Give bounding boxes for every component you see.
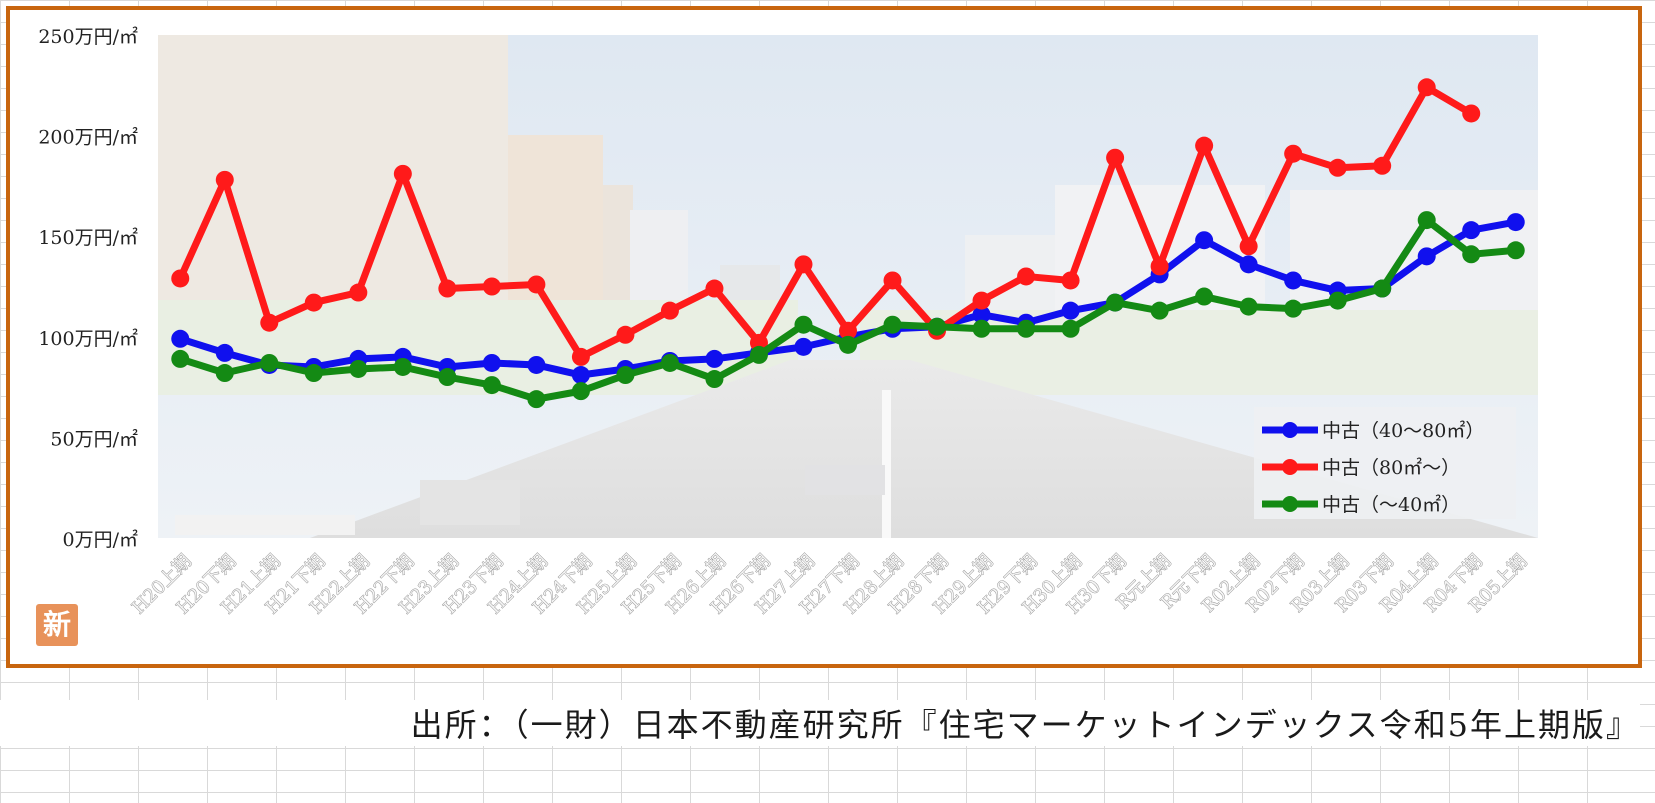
data-point [1328, 291, 1347, 310]
data-point [304, 364, 323, 383]
line-chart: 0万円/㎡50万円/㎡100万円/㎡150万円/㎡200万円/㎡250万円/㎡ … [38, 25, 1538, 619]
data-point [571, 347, 590, 366]
data-point [1328, 158, 1347, 177]
data-point [972, 319, 991, 338]
data-point [527, 275, 546, 294]
data-point [883, 271, 902, 290]
data-point [215, 343, 234, 362]
data-point [616, 366, 635, 385]
data-point [393, 164, 412, 183]
y-tick-label: 100万円/㎡ [38, 327, 138, 350]
data-point [972, 291, 991, 310]
data-point [972, 305, 991, 324]
y-tick-label: 0万円/㎡ [63, 528, 139, 551]
data-point [571, 382, 590, 401]
legend-swatch-marker [1282, 422, 1298, 438]
new-badge: 新 [36, 604, 78, 646]
data-point [1195, 287, 1214, 306]
data-point [1017, 267, 1036, 286]
data-point [1284, 299, 1303, 318]
data-point [1506, 213, 1525, 232]
x-axis: H20上期H20下期H21上期H21下期H22上期H22下期H23上期H23下期… [128, 550, 1532, 619]
legend-label: 中古（～40㎡） [1322, 493, 1460, 516]
data-point [527, 355, 546, 374]
data-point [1462, 245, 1481, 264]
data-point [304, 293, 323, 312]
data-point [794, 337, 813, 356]
series-layer [171, 78, 1525, 409]
y-tick-label: 150万円/㎡ [38, 226, 138, 249]
series-2 [171, 211, 1525, 409]
data-point [705, 349, 724, 368]
data-point [1373, 279, 1392, 298]
data-point [1239, 255, 1258, 274]
data-point [1150, 257, 1169, 276]
data-point [260, 313, 279, 332]
data-point [749, 345, 768, 364]
source-citation: 出所：（一財）日本不動産研究所『住宅マーケットインデックス令和5年上期版』 [0, 700, 1640, 746]
legend: 中古（40～80㎡） 中古（80㎡～） 中古（～40㎡） [1254, 407, 1516, 519]
data-point [794, 315, 813, 334]
data-point [393, 357, 412, 376]
data-point [705, 370, 724, 389]
data-point [215, 364, 234, 383]
data-point [349, 283, 368, 302]
data-point [794, 255, 813, 274]
data-point [1239, 297, 1258, 316]
data-point [171, 269, 190, 288]
data-point [839, 321, 857, 340]
data-point [571, 366, 590, 385]
data-point [482, 277, 501, 296]
chart-frame: 0万円/㎡ 50万円/㎡ 100万円/㎡ 150万円/㎡ 200万円/㎡ 250万円/㎡ … [6, 6, 1642, 668]
data-point [438, 368, 457, 387]
data-point [1061, 301, 1080, 320]
y-tick-label: 250万円/㎡ [38, 25, 138, 48]
data-point [839, 335, 857, 354]
legend-label: 中古（80㎡～） [1322, 456, 1460, 479]
data-point [1195, 231, 1214, 250]
data-point [260, 353, 279, 372]
data-point [660, 301, 679, 320]
data-point [1061, 271, 1080, 290]
y-tick-label: 200万円/㎡ [38, 126, 138, 149]
data-point [171, 349, 190, 368]
data-point [616, 325, 635, 344]
data-point [1061, 319, 1080, 338]
data-point [1373, 156, 1392, 175]
data-point [438, 279, 457, 298]
data-point [1462, 221, 1481, 240]
data-point [1017, 319, 1036, 338]
data-point [482, 353, 501, 372]
data-point [1284, 144, 1303, 163]
legend-label: 中古（40～80㎡） [1322, 419, 1484, 442]
data-point [1106, 293, 1125, 312]
data-point [1284, 271, 1303, 290]
series-line [177, 83, 1474, 361]
data-point [527, 390, 546, 409]
data-point [1417, 247, 1436, 266]
data-point [705, 279, 724, 298]
data-point [1106, 148, 1125, 167]
data-point [215, 170, 234, 189]
y-axis: 0万円/㎡ 50万円/㎡ 100万円/㎡ 150万円/㎡ 200万円/㎡ 250万円/㎡ [38, 25, 138, 551]
data-point [1417, 78, 1436, 97]
data-point [1150, 301, 1169, 320]
data-point [883, 315, 902, 334]
data-point [1462, 104, 1481, 123]
data-point [349, 359, 368, 378]
data-point [482, 376, 501, 395]
data-point [171, 329, 190, 348]
data-point [1417, 211, 1436, 230]
data-point [660, 353, 679, 372]
legend-swatch-marker [1282, 459, 1298, 475]
data-point [1195, 136, 1214, 155]
data-point [1506, 241, 1525, 260]
y-tick-label: 50万円/㎡ [50, 427, 138, 450]
data-point [1239, 237, 1258, 256]
legend-swatch-marker [1282, 496, 1298, 512]
data-point [928, 317, 947, 336]
